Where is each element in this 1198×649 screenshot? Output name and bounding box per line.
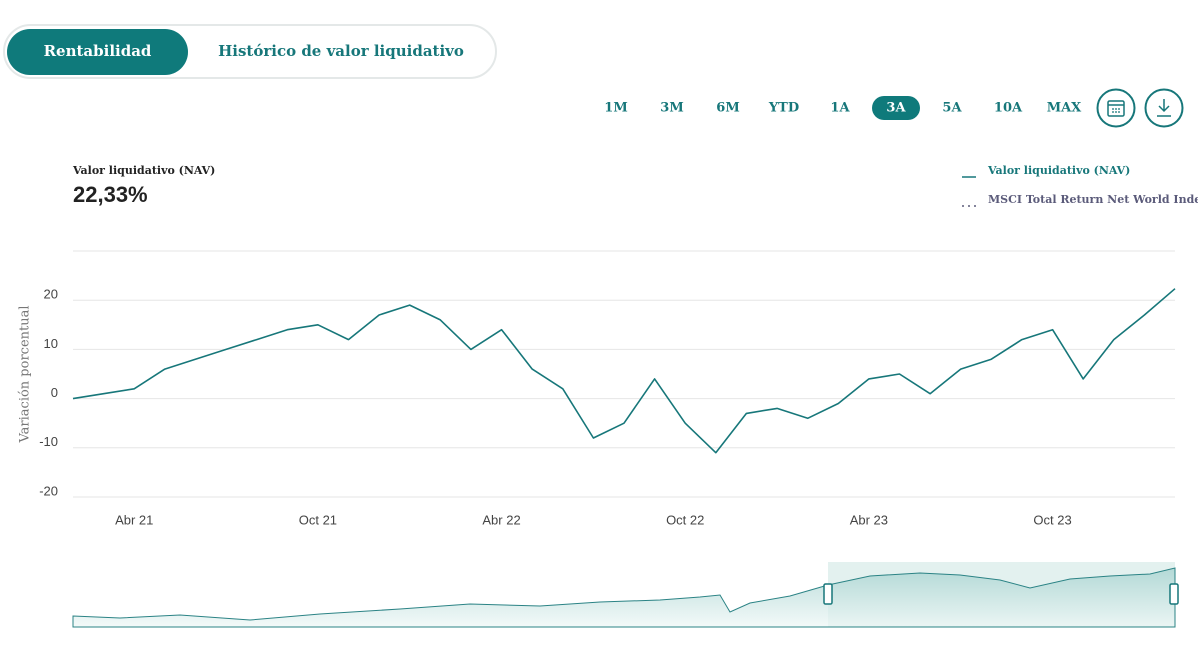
legend-label[interactable]: Valor liquidativo (NAV) bbox=[987, 164, 1130, 177]
y-tick-label: 10 bbox=[44, 336, 58, 351]
y-axis-label: Variación porcentual bbox=[18, 305, 33, 443]
y-tick-label: -20 bbox=[39, 483, 58, 498]
period-button[interactable]: 3M bbox=[660, 101, 683, 116]
download-icon bbox=[1157, 99, 1171, 117]
period-button[interactable]: 5A bbox=[942, 101, 962, 116]
y-tick-label: -10 bbox=[39, 434, 58, 449]
tab[interactable]: Rentabilidad bbox=[44, 42, 152, 60]
x-tick-label: Oct 21 bbox=[299, 512, 337, 527]
x-tick-label: Abr 21 bbox=[115, 512, 153, 527]
x-tick-label: Oct 23 bbox=[1033, 512, 1071, 527]
period-button[interactable]: 1M bbox=[604, 101, 627, 116]
period-button[interactable]: MAX bbox=[1047, 101, 1082, 116]
period-active-bg bbox=[872, 96, 920, 120]
period-button[interactable]: YTD bbox=[768, 101, 799, 116]
tab[interactable]: Histórico de valor liquidativo bbox=[218, 42, 464, 60]
period-button[interactable]: 10A bbox=[994, 101, 1023, 116]
tab-active-bg bbox=[7, 29, 188, 75]
x-tick-label: Abr 23 bbox=[850, 512, 888, 527]
x-tick-label: Oct 22 bbox=[666, 512, 704, 527]
x-tick-label: Abr 22 bbox=[482, 512, 520, 527]
series-line bbox=[72, 288, 1176, 454]
navigator-handle[interactable] bbox=[823, 583, 833, 605]
calendar-circle bbox=[1096, 88, 1136, 128]
navigator-area bbox=[72, 567, 1176, 628]
calendar-icon bbox=[1107, 100, 1125, 117]
navigator-handle[interactable] bbox=[1169, 583, 1179, 605]
y-tick-label: 0 bbox=[51, 385, 58, 400]
calendar-icon-days bbox=[1112, 108, 1120, 113]
nav-value: 22,33% bbox=[73, 182, 148, 207]
y-tick-label: 20 bbox=[44, 287, 58, 302]
period-button[interactable]: 3A bbox=[886, 101, 906, 116]
period-button[interactable]: 1A bbox=[830, 101, 850, 116]
period-button[interactable]: 6M bbox=[716, 101, 739, 116]
download-button[interactable] bbox=[1144, 88, 1184, 128]
legend-label[interactable]: MSCI Total Return Net World Index bbox=[988, 193, 1198, 206]
calendar-button[interactable] bbox=[1096, 88, 1136, 128]
nav-label: Valor liquidativo (NAV) bbox=[72, 164, 215, 177]
